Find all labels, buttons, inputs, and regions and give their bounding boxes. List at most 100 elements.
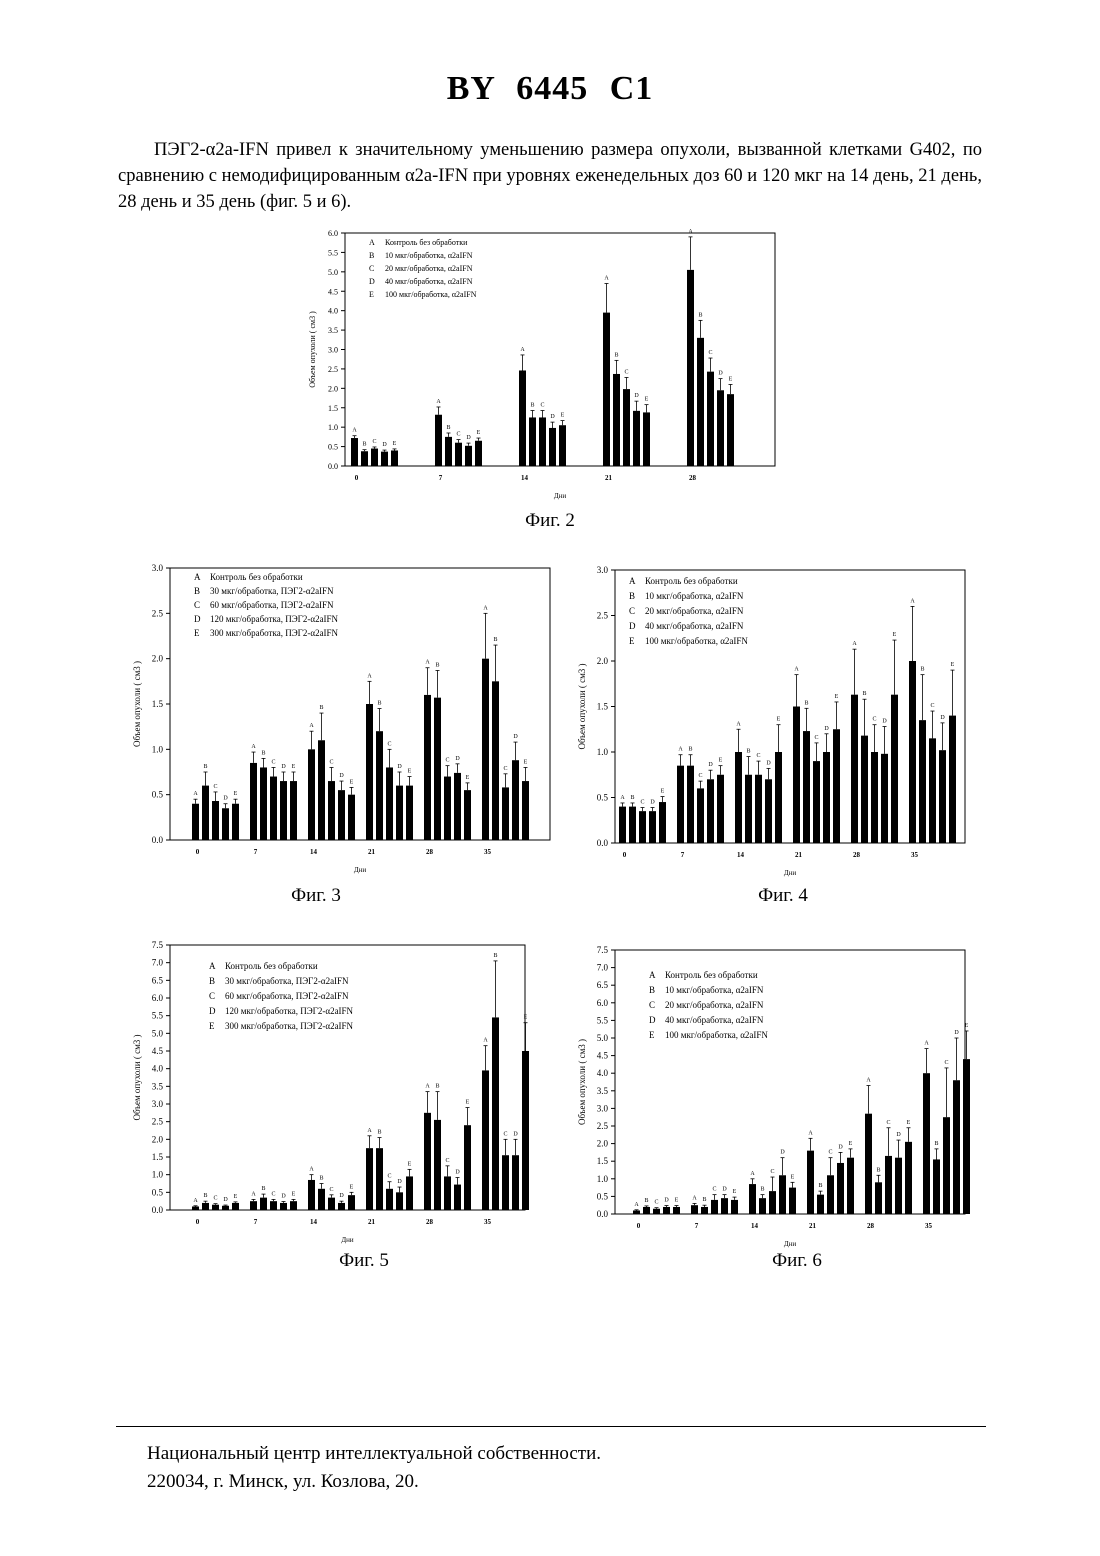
bar-label: E — [719, 758, 723, 764]
bar — [512, 1155, 519, 1210]
x-tick-label: 35 — [911, 851, 919, 859]
bar — [338, 1203, 345, 1210]
y-tick-label: 5.5 — [597, 1015, 609, 1025]
bar — [424, 1113, 431, 1210]
bar-label: E — [524, 1015, 528, 1021]
bar-label: C — [770, 1169, 774, 1175]
y-tick-label: 1.0 — [328, 423, 338, 432]
bar-label: E — [661, 789, 665, 795]
bar-label: A — [620, 795, 625, 801]
y-tick-label: 3.0 — [597, 1103, 609, 1113]
bar-label: A — [852, 641, 857, 647]
bar — [895, 1158, 902, 1214]
legend-entry: 300 мкг/обработка, ПЭГ2-α2aIFN — [210, 628, 339, 638]
bar — [376, 731, 383, 840]
bar — [522, 1051, 529, 1210]
bar — [424, 695, 431, 840]
x-axis-label: Дни — [354, 866, 367, 874]
legend-entry: Контроль без обработки — [645, 576, 738, 586]
y-tick-label: 3.0 — [152, 563, 164, 573]
bar-label: B — [493, 637, 497, 643]
bar-label: E — [645, 397, 649, 403]
bar-label: E — [350, 779, 354, 785]
bar — [222, 1206, 229, 1210]
bar — [619, 807, 626, 843]
bar — [406, 786, 413, 840]
bar-label: B — [362, 442, 366, 448]
y-axis-label: Объем опухоли ( см3 ) — [132, 661, 142, 747]
bar — [707, 372, 714, 466]
legend-key: D — [209, 1006, 216, 1016]
y-tick-label: 1.0 — [597, 1174, 609, 1184]
legend-entry: 300 мкг/обработка, ПЭГ2-α2aIFN — [225, 1021, 354, 1031]
bar-label: D — [223, 1197, 228, 1203]
bar — [328, 781, 335, 840]
bar-label: A — [736, 721, 741, 727]
figure-3-chart: 0.00.51.01.52.02.53.0Объем опухоли ( см3… — [120, 560, 560, 885]
bar-label: A — [910, 598, 915, 604]
x-tick-label: 21 — [795, 851, 803, 859]
bar-label: A — [692, 1195, 697, 1201]
bar — [492, 681, 499, 840]
bar — [482, 1070, 489, 1210]
y-tick-label: 6.5 — [597, 980, 609, 990]
bar-label: D — [513, 1131, 518, 1137]
figure-4-chart: 0.00.51.01.52.02.53.0Объем опухоли ( см3… — [560, 560, 980, 885]
legend-key: B — [369, 251, 374, 260]
bar-label: B — [435, 1084, 439, 1090]
bar — [250, 1201, 257, 1210]
bar — [759, 1198, 766, 1214]
bar-label: A — [520, 347, 525, 353]
x-tick-label: 28 — [426, 848, 434, 856]
bar-label: A — [436, 399, 441, 405]
legend-key: C — [194, 600, 200, 610]
bar-label: C — [756, 753, 760, 759]
bar — [939, 750, 946, 843]
bar-label: E — [524, 759, 528, 765]
bar-label: D — [838, 1144, 843, 1150]
bar-label: A — [193, 791, 198, 797]
legend-key: A — [194, 572, 201, 582]
figure-2-caption: Фиг. 2 — [460, 510, 640, 532]
bar-label: C — [329, 1187, 333, 1193]
legend-key: D — [369, 277, 375, 286]
x-tick-label: 0 — [355, 474, 359, 482]
bar-label: E — [234, 1194, 238, 1200]
bar — [338, 790, 345, 840]
bar — [717, 775, 724, 843]
bar-label: C — [712, 1187, 716, 1193]
bar-label: A — [251, 744, 256, 750]
y-tick-label: 0.0 — [152, 1205, 164, 1215]
y-tick-label: 2.0 — [152, 654, 164, 664]
bar — [765, 779, 772, 843]
bar — [502, 1155, 509, 1210]
y-tick-label: 3.5 — [152, 1081, 164, 1091]
bar — [623, 389, 630, 466]
bar — [308, 1180, 315, 1210]
bar — [789, 1188, 796, 1214]
legend-entry: Контроль без обработки — [210, 572, 303, 582]
bar — [192, 804, 199, 840]
bar — [212, 801, 219, 840]
bar-label: C — [624, 369, 628, 375]
bar — [482, 659, 489, 840]
x-tick-label: 0 — [637, 1222, 641, 1230]
bar — [731, 1200, 738, 1214]
bar — [371, 449, 378, 466]
bar — [861, 736, 868, 843]
y-tick-label: 1.0 — [152, 744, 164, 754]
x-tick-label: 0 — [196, 848, 200, 856]
y-tick-label: 6.0 — [328, 229, 338, 238]
bar — [444, 777, 451, 840]
y-tick-label: 0.5 — [152, 790, 164, 800]
bar-label: C — [372, 439, 376, 445]
legend-key: E — [194, 628, 200, 638]
bar-label: D — [722, 1187, 727, 1193]
bar — [677, 766, 684, 843]
bar — [396, 1192, 403, 1210]
legend-entry: 20 мкг/обработка, α2aIFN — [665, 1000, 764, 1010]
legend-entry: 10 мкг/обработка, α2aIFN — [385, 251, 473, 260]
bar-label: A — [309, 723, 314, 729]
bar-label: D — [954, 1030, 959, 1036]
bar — [923, 1073, 930, 1214]
